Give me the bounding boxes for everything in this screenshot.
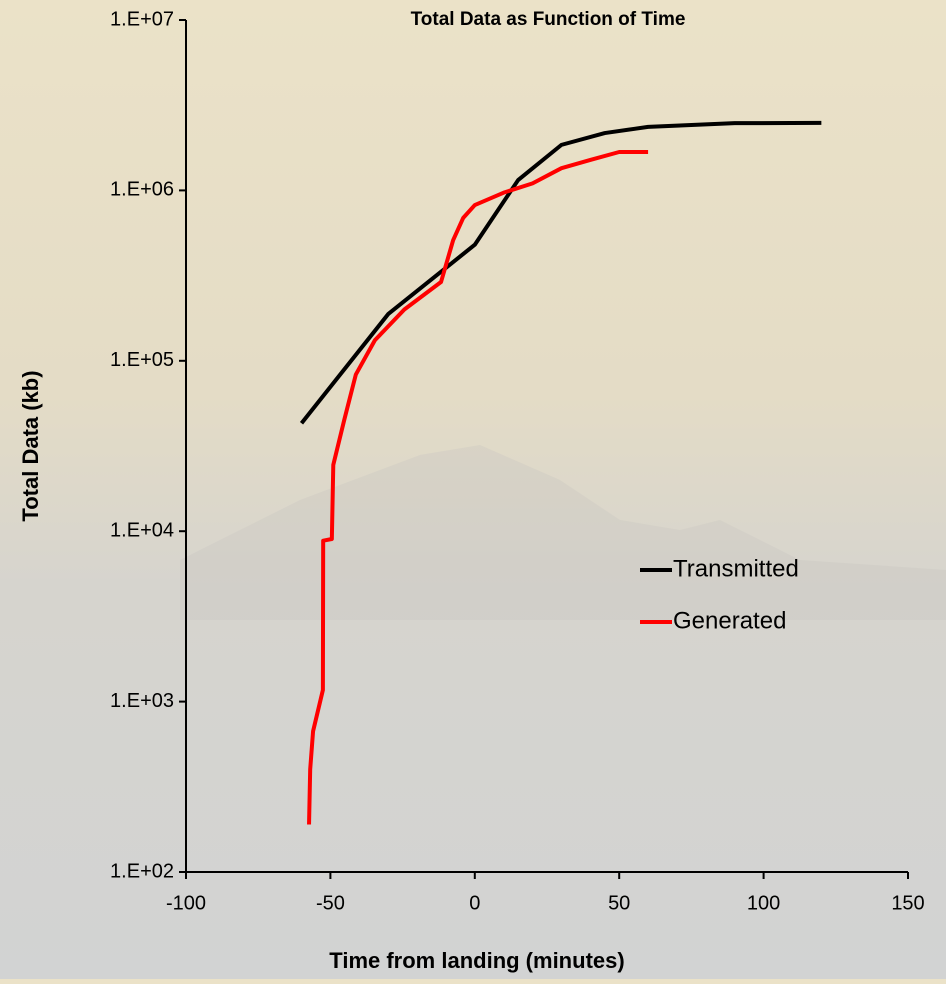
y-axis-title: Total Data (kb) — [18, 370, 43, 521]
background-hill — [180, 445, 946, 620]
x-tick-label: -100 — [166, 892, 206, 914]
y-tick-label: 1.E+06 — [110, 179, 174, 201]
y-tick-label: 1.E+07 — [110, 8, 174, 30]
chart: Total Data as Function of Time Time from… — [0, 0, 946, 979]
x-tick-label: 150 — [891, 892, 924, 914]
y-tick-label: 1.E+05 — [110, 349, 174, 371]
x-tick-label: 100 — [747, 892, 780, 914]
x-tick-label: -50 — [316, 892, 345, 914]
x-tick-label: 50 — [608, 892, 630, 914]
y-tick-label: 1.E+04 — [110, 519, 174, 541]
y-tick-label: 1.E+03 — [110, 690, 174, 712]
legend-label: Transmitted — [673, 555, 799, 582]
page: Total Data as Function of Time Time from… — [0, 0, 946, 979]
legend-label: Generated — [673, 607, 786, 634]
x-axis-title: Time from landing (minutes) — [329, 948, 624, 973]
x-tick-label: 0 — [469, 892, 480, 914]
chart-title: Total Data as Function of Time — [411, 9, 686, 30]
y-tick-label: 1.E+02 — [110, 860, 174, 882]
